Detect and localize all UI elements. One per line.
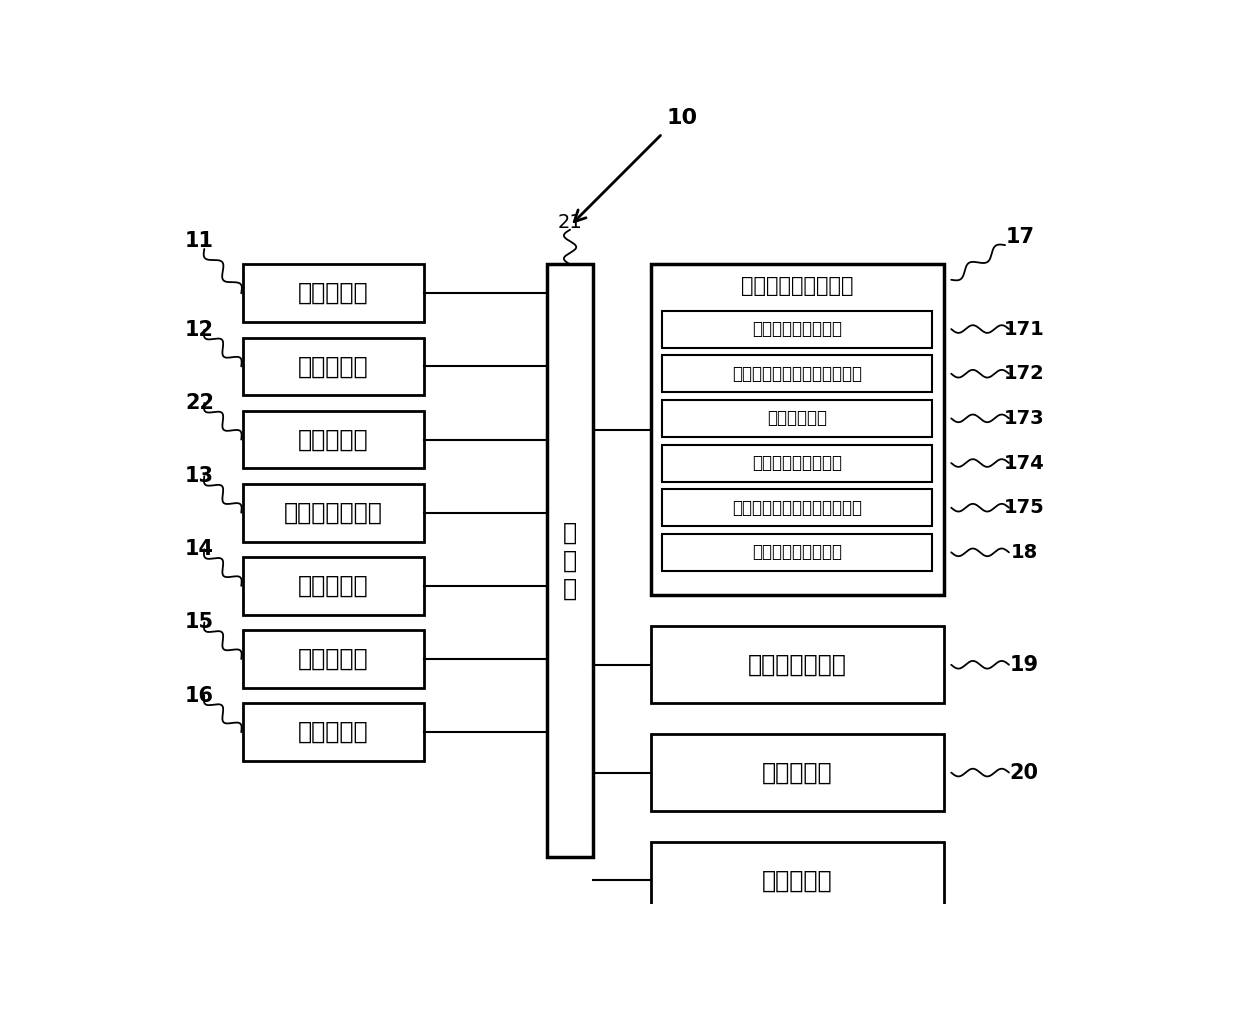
Text: 11: 11 — [185, 232, 215, 251]
Text: 随机生成设定部: 随机生成设定部 — [284, 501, 383, 524]
Text: 21: 21 — [558, 212, 583, 232]
Text: 位置变化率变异单元: 位置变化率变异单元 — [753, 544, 842, 562]
Text: 数据分类部: 数据分类部 — [298, 647, 368, 671]
Text: 变化率位置叠加单元: 变化率位置叠加单元 — [753, 454, 842, 472]
Bar — [243, 410, 424, 468]
Bar — [662, 490, 932, 526]
Bar — [651, 735, 944, 811]
Bar — [662, 311, 932, 347]
Text: 存储控制部: 存储控制部 — [761, 869, 832, 892]
Text: 17: 17 — [1006, 228, 1035, 248]
Text: 距离计算部: 距离计算部 — [298, 574, 368, 597]
Text: 位置和变化率调整部: 位置和变化率调整部 — [742, 276, 853, 296]
Bar — [662, 533, 932, 571]
Text: 10: 10 — [666, 108, 697, 128]
Text: 15: 15 — [185, 613, 215, 632]
Text: 第二交叉位置变化率生成单元: 第二交叉位置变化率生成单元 — [732, 499, 862, 517]
Bar — [662, 400, 932, 437]
Text: 172: 172 — [1004, 364, 1045, 383]
Text: 19: 19 — [1009, 654, 1039, 675]
Text: 结果输出部: 结果输出部 — [761, 761, 832, 784]
Text: 分类结束判断部: 分类结束判断部 — [748, 652, 847, 677]
Text: 174: 174 — [1004, 453, 1045, 472]
Text: 位置变化率调整单元: 位置变化率调整单元 — [753, 320, 842, 338]
Bar — [547, 264, 593, 858]
Text: 第一交叉位置变化率生成单元: 第一交叉位置变化率生成单元 — [732, 365, 862, 383]
Text: 171: 171 — [1004, 320, 1045, 338]
Text: 分类设定部: 分类设定部 — [298, 355, 368, 378]
Text: 16: 16 — [185, 686, 215, 705]
Text: 12: 12 — [185, 320, 215, 339]
Text: 175: 175 — [1004, 498, 1045, 517]
Bar — [651, 842, 944, 918]
Text: 22: 22 — [185, 393, 215, 412]
Text: 173: 173 — [1004, 408, 1044, 428]
Text: 父本选择单元: 父本选择单元 — [768, 409, 827, 428]
Bar — [662, 445, 932, 482]
Bar — [662, 356, 932, 392]
Text: 20: 20 — [1009, 763, 1039, 782]
Text: 14: 14 — [185, 539, 215, 559]
Text: 数据存储部: 数据存储部 — [298, 281, 368, 305]
Text: 18: 18 — [1011, 543, 1038, 562]
Bar — [243, 337, 424, 395]
Text: 空间设定部: 空间设定部 — [298, 428, 368, 451]
Text: 判断设定部: 判断设定部 — [298, 720, 368, 744]
Bar — [243, 703, 424, 761]
Bar — [651, 626, 944, 703]
Bar — [243, 557, 424, 615]
Bar — [243, 264, 424, 322]
Bar — [243, 630, 424, 688]
Bar — [243, 484, 424, 542]
Bar — [651, 264, 944, 595]
Text: 控
制
部: 控 制 部 — [563, 521, 577, 600]
Text: 13: 13 — [185, 466, 215, 486]
